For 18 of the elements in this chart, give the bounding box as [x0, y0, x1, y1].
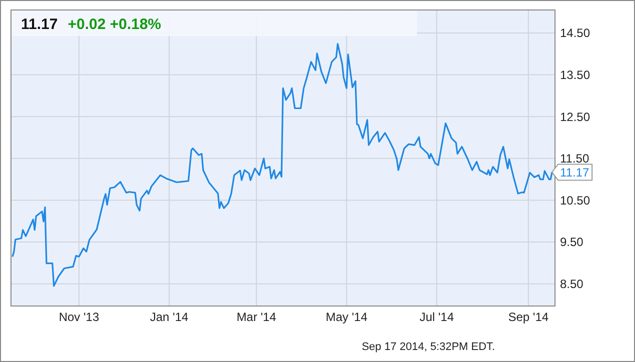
x-tick-label: Mar '14 — [236, 310, 277, 324]
chart-title: 11.17 — [21, 16, 58, 33]
x-tick-label: May '14 — [326, 310, 368, 324]
x-tick-label: Jul '14 — [420, 310, 454, 324]
y-tick-label: 10.50 — [560, 193, 590, 208]
y-tick-label: 9.50 — [560, 235, 584, 250]
y-tick-label: 11.50 — [560, 152, 590, 166]
annotation: 11.17 — [560, 165, 590, 180]
x-tick-label: Sep '14 — [508, 310, 549, 324]
y-tick-label: 13.50 — [560, 68, 590, 82]
text: Sep 17 2014, 5:32PM EDT. — [362, 341, 495, 353]
y-tick-label: 14.50 — [560, 26, 590, 40]
chart-subtitle: +0.02 +0.18% — [68, 16, 162, 33]
line-series — [12, 43, 553, 287]
x-tick-label: Nov '13 — [58, 310, 100, 324]
x-tick-label: Jan '14 — [150, 310, 189, 324]
y-tick-label: 8.50 — [560, 277, 584, 292]
y-tick-label: 12.50 — [560, 110, 590, 124]
